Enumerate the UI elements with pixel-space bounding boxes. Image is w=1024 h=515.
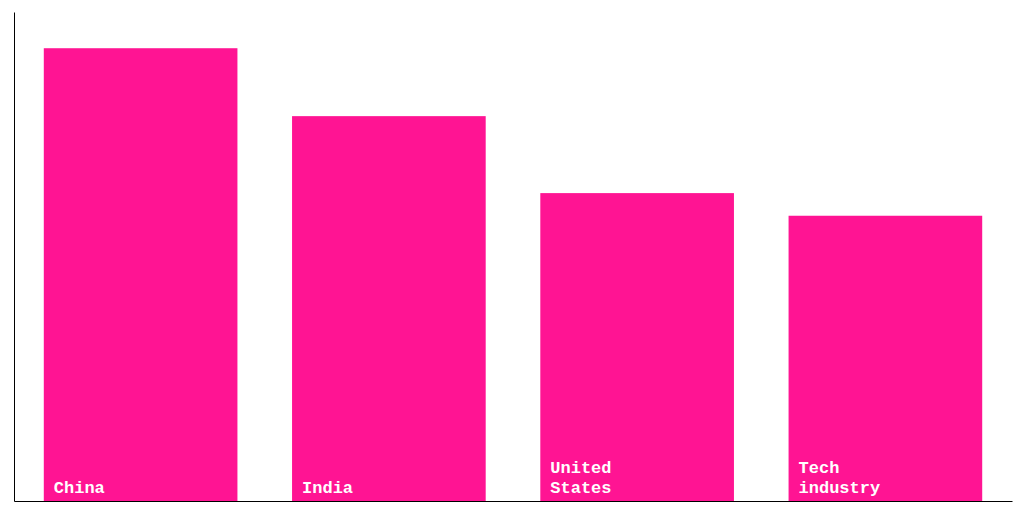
bar [292,116,486,501]
category-labels: China India UnitedStates Techindustry [54,459,880,498]
category-label: Techindustry [799,459,881,498]
category-label: UnitedStates [550,459,611,498]
bar [540,193,734,501]
category-label-line: industry [799,479,881,498]
category-label-line: States [550,479,611,498]
category-label-line: China [54,479,105,498]
y-axis-line [14,13,15,502]
x-axis-line [15,501,1013,502]
category-label-line: Tech [799,459,840,478]
category-label: India [302,479,353,498]
x-axis [15,501,1013,502]
category-label-line: India [302,479,353,498]
category-label-line: United [550,459,611,478]
y-axis [14,13,15,502]
chart: China India UnitedStates Techindustry [0,0,1024,515]
bar [44,48,238,501]
bar [789,216,983,501]
plot: China India UnitedStates Techindustry [15,13,1013,502]
category-label: China [54,479,105,498]
bars [44,48,982,501]
